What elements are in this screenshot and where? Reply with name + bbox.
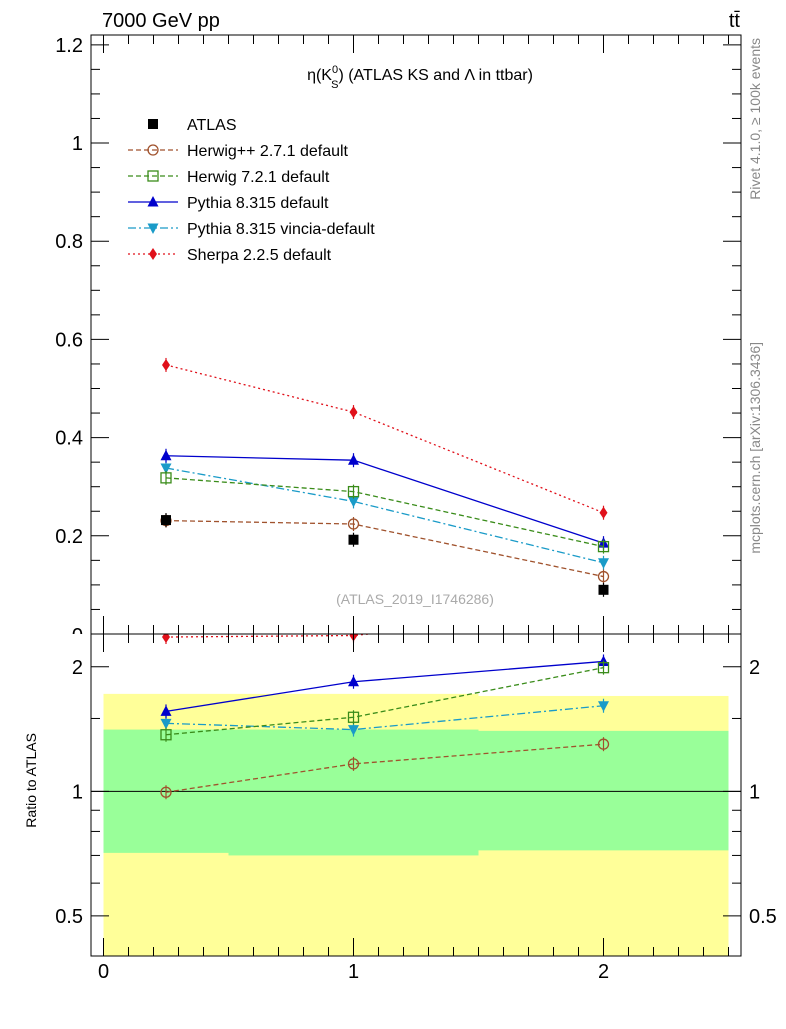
main-point-herwig7-1 — [347, 485, 360, 498]
energy-label: 7000 GeV pp — [102, 10, 220, 32]
ratio-xtick-label-1: 1 — [348, 961, 359, 983]
ratio-ytick-label-right-2: 2 — [749, 657, 760, 679]
ratio-point-vincia-1 — [348, 725, 359, 736]
ratio-line-herwigpp — [165, 743, 604, 793]
main-ytick-label-2: 0.6 — [55, 329, 83, 351]
main-point-herwig7-2 — [597, 540, 610, 553]
ratio-ytick-label-right-1: 1 — [749, 781, 760, 803]
ratio-xtick-label-2: 2 — [598, 961, 609, 983]
ratio-point-herwigpp-1 — [347, 758, 360, 770]
legend-label-herwig7: Herwig 7.2.1 default — [187, 169, 330, 186]
ratio-point-herwigpp-2 — [597, 738, 610, 750]
legend-marker-herwigpp — [147, 144, 159, 156]
plot-title: η(K0 S) (ATLAS KS and Λ in ttbar) — [307, 64, 533, 91]
main-point-atlas-1 — [348, 534, 359, 545]
main-line-herwig7 — [165, 477, 604, 548]
main-plot-area — [160, 357, 610, 597]
main-point-sherpa-0 — [162, 358, 170, 371]
analysis-id-label: (ATLAS_2019_I1746286) — [336, 591, 494, 607]
ratio-panel-frame — [90, 633, 742, 957]
main-point-pythia-0 — [160, 449, 172, 461]
main-line-herwigpp — [165, 519, 604, 578]
main-line-sherpa — [165, 364, 604, 514]
main-point-vincia-2 — [598, 558, 609, 569]
main-ytick-label-0: 0.2 — [55, 526, 83, 548]
plot-title-superscript: 0 — [332, 64, 338, 76]
legend-marker-herwig7 — [147, 170, 159, 182]
ratio-line-sherpa — [165, 634, 375, 638]
legend-marker-pythia — [147, 196, 159, 207]
ratio-ytick-label-left-0: 0.5 — [55, 906, 83, 928]
ratio-point-vincia-2 — [598, 701, 609, 712]
ratio-point-vincia-0 — [160, 718, 172, 730]
plot-title-rest: ) (ATLAS KS and Λ in ttbar) — [338, 67, 532, 84]
legend-label-sherpa: Sherpa 2.2.5 default — [187, 247, 332, 264]
ratio-ytick-label-left-1: 1 — [72, 781, 83, 803]
main-point-atlas-0 — [161, 515, 171, 526]
main-point-pythia-1 — [348, 454, 359, 465]
main-ytick-label-1: 0.4 — [55, 428, 83, 450]
legend-label-vincia: Pythia 8.315 vincia-default — [187, 221, 375, 238]
ratio-band-inner-1 — [228, 729, 479, 856]
ratio-point-herwig7-1 — [347, 711, 360, 723]
ratio-point-pythia-1 — [348, 675, 359, 687]
main-point-sherpa-2 — [599, 506, 608, 519]
ratio-point-sherpa-0 — [162, 634, 170, 644]
rivet-version-label: Rivet 4.1.0, ≥ 100k events — [747, 38, 763, 200]
main-ytick-label-3: 0.8 — [55, 231, 83, 253]
process-label: tt̄ — [729, 10, 741, 32]
legend-label-pythia: Pythia 8.315 default — [187, 195, 329, 212]
ratio-uncertainty-bands — [91, 693, 741, 956]
main-ytick-label-5: 1.2 — [55, 35, 83, 57]
main-point-vincia-0 — [160, 463, 172, 475]
ratio-ytick-label-right-0: 0.5 — [749, 906, 777, 928]
legend-marker-atlas — [148, 119, 158, 129]
main-ytick-label-zero: 0 — [72, 625, 83, 647]
legend-label-herwigpp: Herwig++ 2.7.1 default — [187, 143, 349, 160]
ratio-point-herwig7-0 — [160, 729, 172, 741]
main-point-vincia-1 — [348, 496, 359, 508]
mcplots-label: mcplots.cern.ch [arXiv:1306.3436] — [747, 342, 763, 554]
legend-marker-sherpa — [149, 248, 157, 260]
legend-label-atlas: ATLAS — [187, 117, 237, 134]
ratio-ytick-label-left-2: 2 — [72, 657, 83, 679]
main-point-sherpa-1 — [349, 406, 358, 419]
plot-title-subscript: S — [331, 79, 338, 91]
ratio-point-herwigpp-0 — [160, 786, 172, 798]
main-axes: 0.2 0.4 0.6 0.8 1 1.2 0 — [55, 35, 741, 647]
ratio-axes: 0.5 0.5 1 1 2 2 0 1 2 — [55, 634, 777, 983]
ratio-point-pythia-0 — [160, 705, 172, 716]
main-ytick-label-4: 1 — [72, 133, 83, 155]
ratio-xtick-label-0: 0 — [98, 961, 109, 983]
main-point-herwig7-0 — [160, 472, 172, 484]
ratio-point-sherpa-2 — [600, 604, 608, 616]
ratio-plot-area — [160, 604, 610, 800]
ratio-axis-label: Ratio to ATLAS — [23, 733, 39, 828]
main-point-atlas-2 — [598, 584, 609, 595]
legend-marker-vincia — [147, 223, 159, 234]
legend: ATLAS Herwig++ 2.7.1 default Herwig 7.2.1 … — [128, 117, 375, 264]
plot-title-main: η(K — [307, 67, 332, 84]
main-point-herwigpp-1 — [347, 518, 360, 530]
main-point-herwigpp-2 — [597, 570, 610, 583]
ratio-point-herwig7-2 — [597, 662, 610, 674]
